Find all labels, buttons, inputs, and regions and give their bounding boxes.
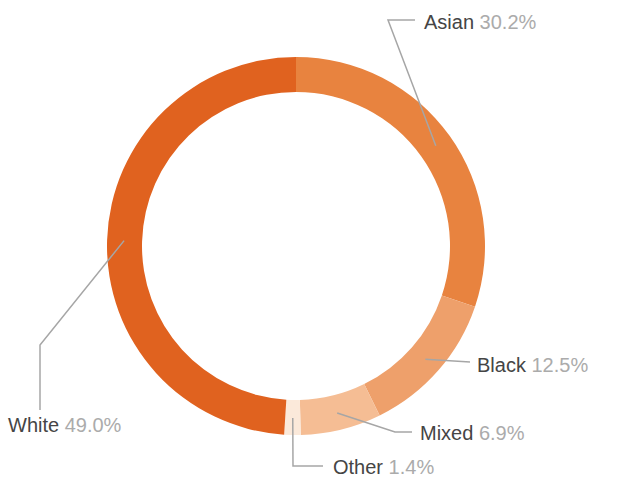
- leader-line: [425, 359, 470, 362]
- slice-label: Black 12.5%: [477, 354, 588, 376]
- slice-label: Mixed 6.9%: [420, 422, 525, 444]
- value-label: 49.0%: [65, 414, 122, 436]
- slice: [300, 384, 380, 435]
- slice: [296, 57, 485, 307]
- category-label: Mixed: [420, 422, 473, 444]
- value-label: 12.5%: [531, 354, 588, 376]
- value-label: 30.2%: [480, 11, 537, 33]
- slice-label: Asian 30.2%: [424, 11, 537, 33]
- category-label: White: [8, 414, 59, 436]
- slice: [107, 57, 296, 435]
- category-label: Asian: [424, 11, 474, 33]
- leader-line: [40, 241, 124, 410]
- value-label: 6.9%: [479, 422, 525, 444]
- slices: [107, 57, 485, 435]
- value-label: 1.4%: [389, 456, 435, 478]
- chart: Asian 30.2% Black 12.5% Mixed 6.9% Other 1.…: [0, 0, 632, 487]
- leader-line: [293, 418, 323, 466]
- slice-label: White 49.0%: [8, 414, 122, 436]
- category-label: Other: [333, 456, 383, 478]
- leader-line: [337, 413, 412, 432]
- leader-line: [388, 20, 436, 146]
- slice-label: Other 1.4%: [333, 456, 434, 478]
- slice: [364, 295, 475, 415]
- labels: Asian 30.2% Black 12.5% Mixed 6.9% Other 1.…: [8, 11, 588, 478]
- category-label: Black: [477, 354, 527, 376]
